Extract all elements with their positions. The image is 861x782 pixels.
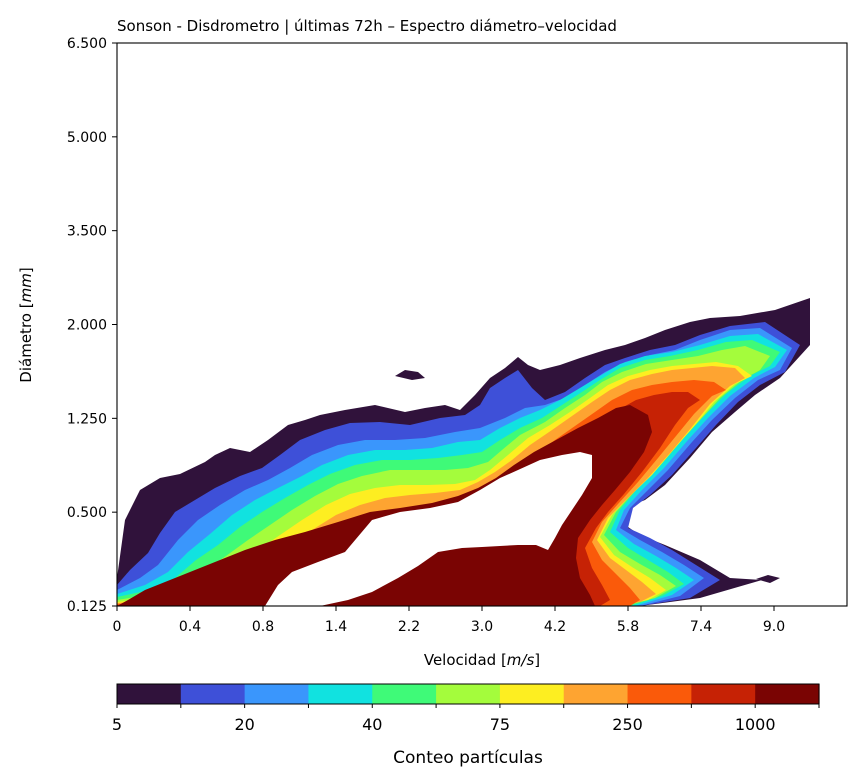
colorbar-segment [372,684,437,704]
x-tick-label: 3.0 [471,619,493,635]
contour-band-5 [395,370,425,380]
colorbar-frame [116,683,820,705]
x-axis-label-bracket-open: [ [501,651,507,669]
x-tick-label: 7.4 [690,619,712,635]
x-axis: 0 0.4 0.8 1.4 2.2 3.0 4.2 5.8 7.4 9.0 [113,606,785,635]
y-axis-label-bracket-close: ] [17,267,35,273]
y-tick-label: 1.250 [67,411,107,427]
contour-band-max [265,452,592,606]
y-axis-label: Diámetro [mm] [17,267,35,382]
colorbar-tick-label: 5 [112,715,122,734]
colorbar-segment [627,684,692,704]
colorbar-segment [563,684,629,704]
chart-title: Sonson - Disdrometro | últimas 72h – Esp… [117,17,617,35]
colorbar-segment [436,684,501,704]
colorbar-tick-label: 40 [362,715,382,734]
y-tick-label: 0.500 [67,505,107,521]
contour-band-5 [756,575,780,583]
colorbar-segment [117,684,182,704]
x-tick-label: 0.8 [252,619,274,635]
x-axis-label-bracket-close: ] [534,651,540,669]
y-tick-label: 3.500 [67,224,107,240]
y-tick-label: 6.500 [67,36,107,52]
colorbar-tick-label: 1000 [735,715,776,734]
colorbar-segment [691,684,756,704]
x-axis-label-text: Velocidad [424,651,501,669]
y-tick-label: 5.000 [67,130,107,146]
colorbar-tick-label: 20 [234,715,254,734]
x-tick-label: 5.8 [617,619,639,635]
colorbar-segment [499,684,565,704]
colorbar-segment [755,684,820,704]
contour-bands [117,298,810,606]
y-tick-label: 2.000 [67,318,107,334]
colorbar-segment [244,684,310,704]
x-tick-label: 4.2 [544,619,566,635]
x-tick-label: 9.0 [763,619,785,635]
y-axis-label-text: Diámetro [17,308,35,382]
colorbar-tick-label: 75 [490,715,510,734]
x-axis-label: Velocidad [m/s] [424,651,540,669]
x-tick-label: 2.2 [398,619,420,635]
colorbar: 5 20 40 75 250 1000 [112,683,820,734]
y-axis-label-bracket-open: [ [17,302,35,308]
y-axis-label-unit: mm [17,273,35,302]
colorbar-label: Conteo partículas [393,748,543,768]
x-tick-label: 0 [113,619,122,635]
y-tick-label: 0.125 [67,599,107,615]
x-axis-label-unit: m/s [507,651,535,669]
colorbar-tick-label: 250 [612,715,643,734]
colorbar-segment [180,684,246,704]
x-tick-label: 1.4 [325,619,347,635]
contour-band-1000 [117,405,652,606]
colorbar-segment [308,684,373,704]
x-tick-label: 0.4 [179,619,201,635]
